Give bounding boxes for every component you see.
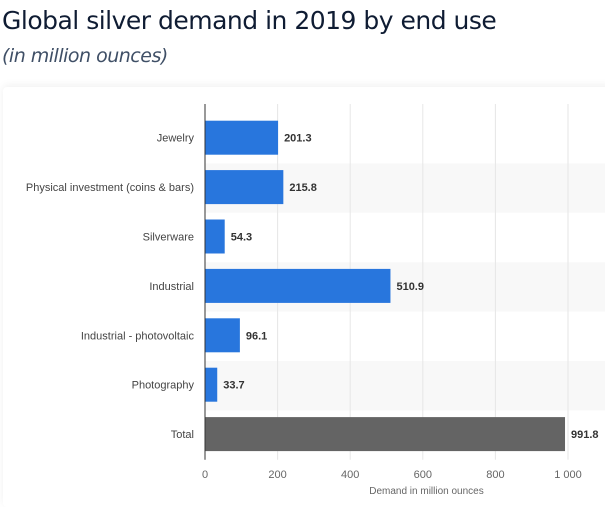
category-label: Photography — [132, 380, 195, 392]
x-tick-label: 800 — [486, 469, 504, 481]
x-tick-label: 200 — [268, 469, 286, 481]
data-label: 510.9 — [396, 281, 424, 293]
x-axis-title: Demand in million ounces — [369, 486, 484, 495]
x-tick-label: 600 — [414, 469, 432, 481]
bar — [205, 120, 279, 155]
data-label: 215.8 — [289, 182, 317, 194]
category-label: Silverware — [143, 232, 194, 244]
data-label: 991.8 — [571, 429, 599, 441]
x-tick-label: 400 — [341, 469, 359, 481]
bar — [205, 219, 225, 254]
data-label: 54.3 — [231, 232, 252, 244]
bar — [205, 367, 218, 402]
category-label: Physical investment (coins & bars) — [26, 182, 194, 194]
bar — [205, 170, 284, 205]
data-label: 201.3 — [284, 133, 312, 145]
category-label: Industrial - photovoltaic — [81, 330, 195, 342]
data-label: 33.7 — [223, 380, 244, 392]
bar — [205, 318, 240, 353]
chart-subtitle: (in million ounces) — [2, 45, 168, 67]
chart-title: Global silver demand in 2019 by end use — [2, 6, 497, 35]
category-label: Jewelry — [157, 133, 195, 145]
x-tick-label: 0 — [202, 469, 208, 481]
bar — [205, 417, 566, 452]
category-label: Total — [171, 429, 194, 441]
category-label: Industrial — [149, 281, 194, 293]
row-band — [205, 361, 605, 411]
x-tick-label: 1 000 — [554, 469, 582, 481]
bar-chart: 0 200 400 600 800 1 000 Jewelry 201.3 Physical i… — [25, 104, 605, 495]
data-label: 96.1 — [246, 330, 267, 342]
bar — [205, 268, 391, 303]
